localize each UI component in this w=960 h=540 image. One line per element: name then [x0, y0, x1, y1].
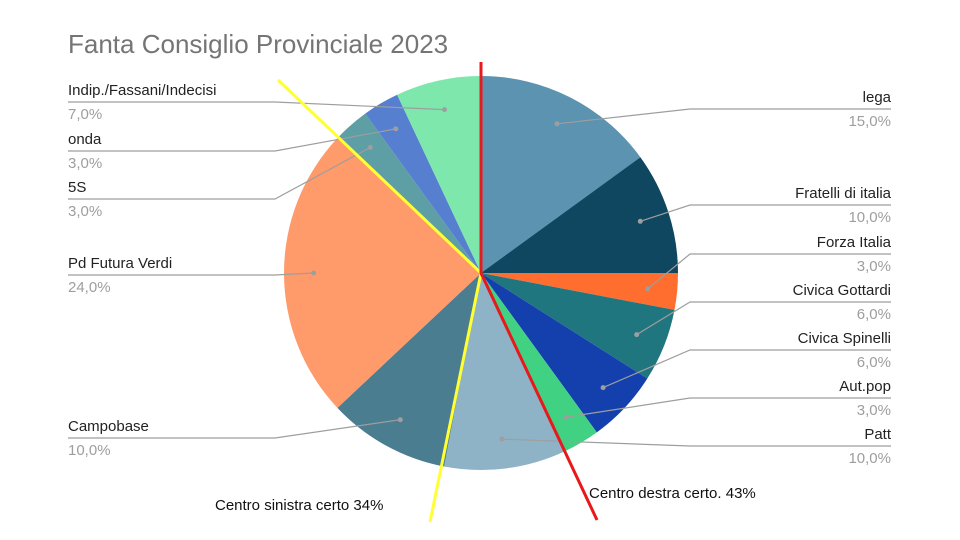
slice-labels: lega 15,0% Fratelli di italia 10,0% Forza It…	[68, 82, 892, 467]
slice-forza-italia	[481, 273, 678, 310]
slice-value-fratelli-di-italia: 10,0%	[848, 209, 891, 226]
slice-value-aut-pop: 3,0%	[857, 402, 891, 419]
slice-value-indip-fassani-indecisi: 7,0%	[68, 106, 102, 123]
slice-value-forza-italia: 3,0%	[857, 258, 891, 275]
leader-line-fratelli-di-italia	[640, 204, 891, 222]
slice-label-aut-pop: Aut.pop	[839, 378, 891, 395]
slice-value-pd-futura-verdi: 24,0%	[68, 279, 111, 296]
slice-label-forza-italia: Forza Italia	[817, 234, 892, 251]
slice-label-fratelli-di-italia: Fratelli di italia	[795, 185, 892, 202]
pie-slices	[283, 76, 678, 470]
slice-value-5s: 3,0%	[68, 203, 102, 220]
slice-label-patt: Patt	[864, 426, 892, 443]
leader-line-aut-pop	[566, 397, 891, 418]
slice-value-civica-spinelli: 6,0%	[857, 354, 891, 371]
chart-title: Fanta Consiglio Provinciale 2023	[68, 29, 448, 59]
slice-fratelli-di-italia	[481, 157, 678, 273]
annotation-1-label: Centro sinistra certo 34%	[215, 497, 383, 514]
slice-label-civica-spinelli: Civica Spinelli	[798, 330, 891, 347]
leader-line-forza-italia	[647, 253, 891, 290]
slice-indip-fassani-indecisi	[397, 76, 481, 273]
leader-line-patt	[501, 438, 891, 447]
slice-value-onda: 3,0%	[68, 155, 102, 172]
leader-line-civica-spinelli	[602, 349, 891, 389]
slice-value-lega: 15,0%	[848, 113, 891, 130]
slice-label-pd-futura-verdi: Pd Futura Verdi	[68, 255, 172, 272]
leader-line-lega	[556, 108, 891, 125]
leader-line-indip-fassani-indecisi	[68, 101, 445, 111]
slice-aut-pop	[481, 273, 597, 452]
slice-value-patt: 10,0%	[848, 450, 891, 467]
slice-label-5s: 5S	[68, 179, 86, 196]
slice-value-campobase: 10,0%	[68, 442, 111, 459]
slice-civica-spinelli	[481, 273, 648, 433]
slice-label-onda: onda	[68, 131, 102, 148]
slice-onda	[365, 94, 481, 273]
slice-lega	[481, 76, 641, 273]
slice-campobase	[337, 273, 481, 467]
slice-pd-futura-verdi	[283, 138, 481, 408]
slice-5s	[337, 113, 481, 274]
leader-line-pd-futura-verdi	[68, 272, 314, 276]
slice-value-civica-gottardi: 6,0%	[857, 306, 891, 323]
leader-line-civica-gottardi	[636, 301, 891, 336]
leader-line-onda	[68, 128, 396, 152]
slice-label-indip-fassani-indecisi: Indip./Fassani/Indecisi	[68, 82, 216, 99]
annotation-2-label: Centro destra certo. 43%	[589, 485, 756, 502]
slice-label-campobase: Campobase	[68, 418, 149, 435]
leader-line-5s	[68, 146, 371, 200]
slice-label-lega: lega	[863, 89, 892, 106]
slice-civica-gottardi	[481, 273, 675, 379]
slice-label-civica-gottardi: Civica Gottardi	[793, 282, 891, 299]
slice-patt	[444, 273, 565, 470]
annotations: Centro sinistra certo 34% Centro destra c…	[215, 62, 756, 523]
leader-line-campobase	[68, 419, 401, 439]
annotation-2-line	[479, 62, 599, 521]
leader-lines	[68, 101, 891, 447]
